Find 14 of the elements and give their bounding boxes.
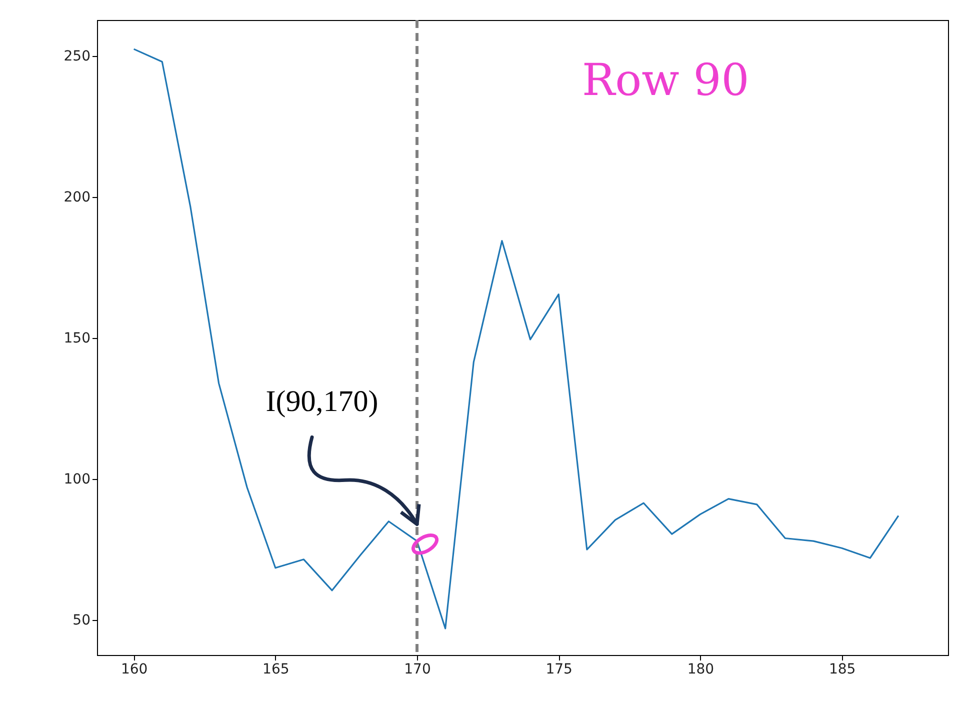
x-tick-label: 180 [687,662,714,678]
x-tick-label: 175 [546,662,572,678]
x-tick-label: 165 [262,662,290,678]
x-tick-label: 160 [120,662,148,678]
line-series [133,48,900,630]
y-tick-label: 150 [64,330,90,347]
y-tick-label: 100 [64,472,90,488]
annotation: Row 90 [582,55,750,106]
x-tick-label: 170 [404,662,431,678]
x-tick-label: 185 [828,662,856,678]
annotation: I(90,170) [266,385,378,418]
y-tick-label: 200 [64,190,90,206]
y-tick-label: 50 [72,612,90,629]
y-tick-label: 250 [64,48,90,65]
